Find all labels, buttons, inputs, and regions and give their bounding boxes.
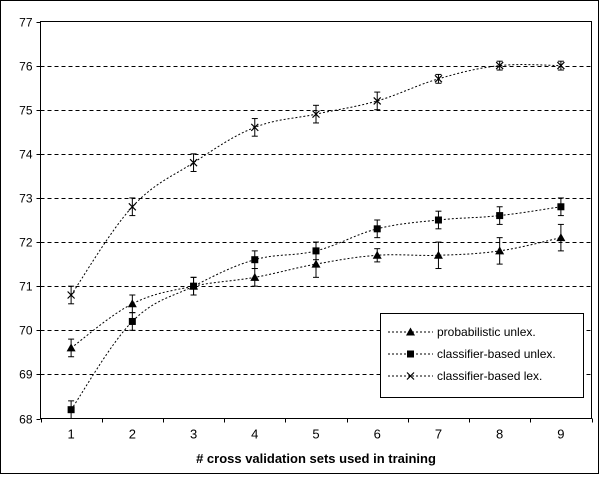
x-tick-label: 7 [435, 427, 442, 442]
legend-label: probabilistic unlex. [437, 325, 536, 339]
y-tick-label: 76 [19, 60, 33, 74]
x-axis-label: # cross validation sets used in training [196, 451, 436, 466]
legend-box [380, 313, 584, 398]
y-tick-label: 72 [19, 236, 33, 250]
data-point [250, 123, 259, 132]
x-axis-ticks: 1 2 3 4 5 6 7 8 9 [41, 418, 593, 442]
legend-marker [407, 350, 414, 358]
data-point [556, 233, 566, 242]
legend-item: classifier-based lex. [388, 369, 542, 383]
x-tick-label: 9 [557, 427, 564, 442]
legend-item: probabilistic unlex. [388, 325, 536, 339]
data-point [495, 61, 504, 70]
data-point [556, 61, 565, 70]
data-point [373, 96, 382, 105]
x-tick-label: 2 [129, 427, 136, 442]
y-tick-label: 74 [19, 148, 33, 162]
data-point [128, 317, 136, 325]
x-tick-label: 5 [312, 427, 319, 442]
legend-label: classifier-based unlex. [437, 347, 556, 361]
data-point [434, 74, 443, 83]
series-x [67, 60, 565, 305]
series-square [67, 197, 565, 419]
data-point [67, 406, 75, 414]
data-point [127, 299, 137, 308]
x-tick-label: 8 [496, 427, 503, 442]
y-tick-label: 71 [19, 280, 33, 294]
x-tick-label: 6 [374, 427, 381, 442]
legend-item: classifier-based unlex. [388, 347, 556, 361]
data-point [66, 343, 76, 352]
x-tick-label: 3 [190, 427, 197, 442]
data-point [312, 110, 320, 119]
y-axis-ticks: 68 69 70 71 72 73 74 75 76 77 [19, 16, 41, 427]
series-line [70, 64, 561, 296]
x-tick-label: 4 [251, 427, 258, 442]
data-point [433, 250, 443, 259]
data-point [312, 247, 320, 255]
y-tick-label: 70 [19, 324, 33, 338]
data-point [190, 282, 198, 290]
legend-marker [406, 372, 415, 380]
legend-marker [406, 327, 415, 336]
data-point [373, 225, 381, 233]
legend-label: classifier-based lex. [437, 369, 542, 383]
data-point [495, 246, 505, 255]
y-tick-label: 73 [19, 192, 33, 206]
y-tick-label: 77 [19, 16, 33, 30]
data-point [250, 272, 260, 281]
data-point [189, 158, 198, 167]
legend: probabilistic unlex. classifier-based unl… [380, 313, 584, 398]
data-point [496, 212, 504, 220]
y-tick-label: 75 [19, 104, 33, 118]
data-point [67, 291, 76, 299]
data-point [372, 250, 382, 259]
y-tick-label: 69 [19, 368, 33, 382]
series-group [66, 60, 566, 419]
data-point [434, 216, 442, 224]
x-tick-label: 1 [67, 427, 74, 442]
data-point [128, 202, 137, 211]
data-point [251, 256, 259, 264]
data-point [311, 259, 321, 268]
series-line [70, 237, 561, 349]
data-point [557, 203, 565, 211]
y-tick-label: 68 [19, 413, 33, 427]
